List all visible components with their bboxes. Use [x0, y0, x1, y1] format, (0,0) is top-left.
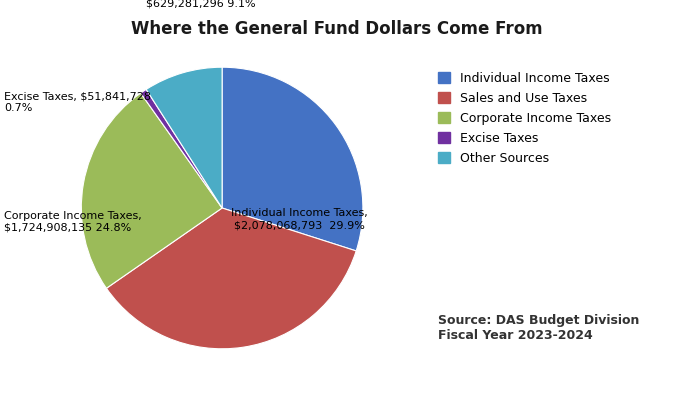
Wedge shape	[141, 90, 222, 208]
Wedge shape	[81, 93, 222, 288]
Text: Other Sources,
$629,281,296 9.1%: Other Sources, $629,281,296 9.1%	[146, 0, 256, 8]
Wedge shape	[106, 208, 356, 349]
Legend: Individual Income Taxes, Sales and Use Taxes, Corporate Income Taxes, Excise Tax: Individual Income Taxes, Sales and Use T…	[437, 72, 611, 164]
Text: Corporate Income Taxes,
$1,724,908,135 24.8%: Corporate Income Taxes, $1,724,908,135 2…	[4, 211, 141, 233]
Wedge shape	[222, 67, 363, 251]
Text: Source: DAS Budget Division
Fiscal Year 2023-2024: Source: DAS Budget Division Fiscal Year …	[437, 314, 639, 342]
Text: Where the General Fund Dollars Come From: Where the General Fund Dollars Come From	[131, 20, 542, 38]
Text: Excise Taxes, $51,841,728
0.7%: Excise Taxes, $51,841,728 0.7%	[4, 92, 151, 113]
Wedge shape	[146, 67, 222, 208]
Text: Individual Income Taxes,
$2,078,068,793  29.9%: Individual Income Taxes, $2,078,068,793 …	[231, 208, 368, 230]
